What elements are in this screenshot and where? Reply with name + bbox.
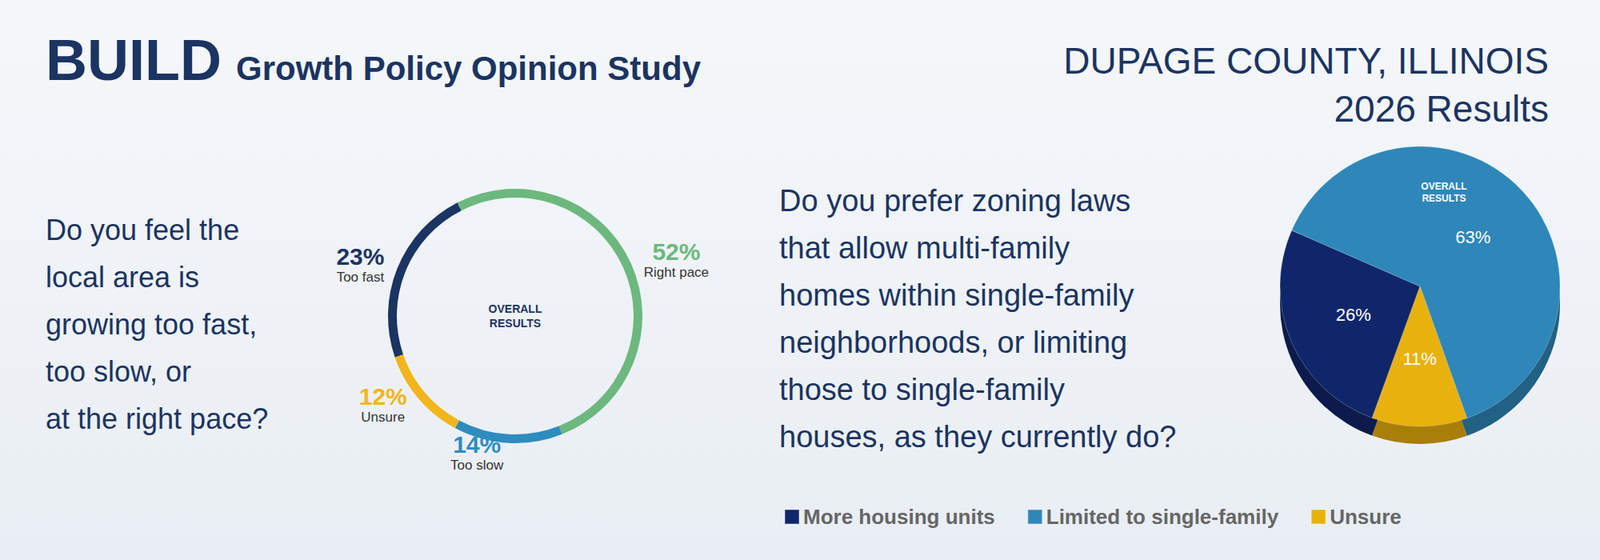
html-text:neighborhoods, or limiting: neighborhoods, or limiting: [779, 325, 1128, 360]
svg-text:12%: 12%: [359, 383, 408, 410]
html-text:Do you feel the: Do you feel the: [45, 213, 240, 247]
svg-text:Too fast: Too fast: [336, 269, 385, 285]
svg-text:Unsure: Unsure: [360, 409, 405, 425]
html-text:at the right pace?: at the right pace?: [45, 402, 269, 436]
svg-text:Limited to single-family: Limited to single-family: [1046, 504, 1280, 529]
html-text:Do you prefer zoning laws: Do you prefer zoning laws: [779, 184, 1131, 218]
svg-text:11%: 11%: [1402, 348, 1436, 369]
svg-text:63%: 63%: [1455, 227, 1491, 248]
svg-text:Right pace: Right pace: [644, 264, 709, 280]
svg-text:OVERALL: OVERALL: [488, 302, 543, 316]
html-text:2026 Results: 2026 Results: [1334, 88, 1549, 130]
svg-text:More housing units: More housing units: [803, 504, 996, 529]
svg-text:OVERALL: OVERALL: [1420, 180, 1467, 192]
html-text:too slow, or: too slow, or: [45, 355, 192, 388]
html-text:homes within single-family: homes within single-family: [779, 278, 1134, 312]
html-text:houses, as they currently do?: houses, as they currently do?: [779, 420, 1177, 454]
html-text:those to single-family: those to single-family: [779, 372, 1065, 407]
html-text:BUILD Growth Policy Opinion St: BUILD Growth Policy Opinion Study: [45, 28, 701, 92]
svg-text:26%: 26%: [1336, 304, 1372, 325]
svg-text:RESULTS: RESULTS: [489, 316, 541, 330]
html-text:local area is: local area is: [45, 260, 200, 294]
html-text:that allow multi-family: that allow multi-family: [779, 231, 1070, 265]
svg-text:Unsure: Unsure: [1329, 504, 1402, 529]
html-text:DUPAGE COUNTY, ILLINOIS: DUPAGE COUNTY, ILLINOIS: [1063, 40, 1549, 82]
svg-text:23%: 23%: [336, 243, 384, 270]
svg-text:Too slow: Too slow: [450, 457, 504, 473]
html-text:growing too fast,: growing too fast,: [45, 308, 257, 341]
svg-text:52%: 52%: [652, 238, 700, 265]
svg-text:14%: 14%: [452, 431, 501, 458]
svg-text:RESULTS: RESULTS: [1421, 192, 1466, 204]
